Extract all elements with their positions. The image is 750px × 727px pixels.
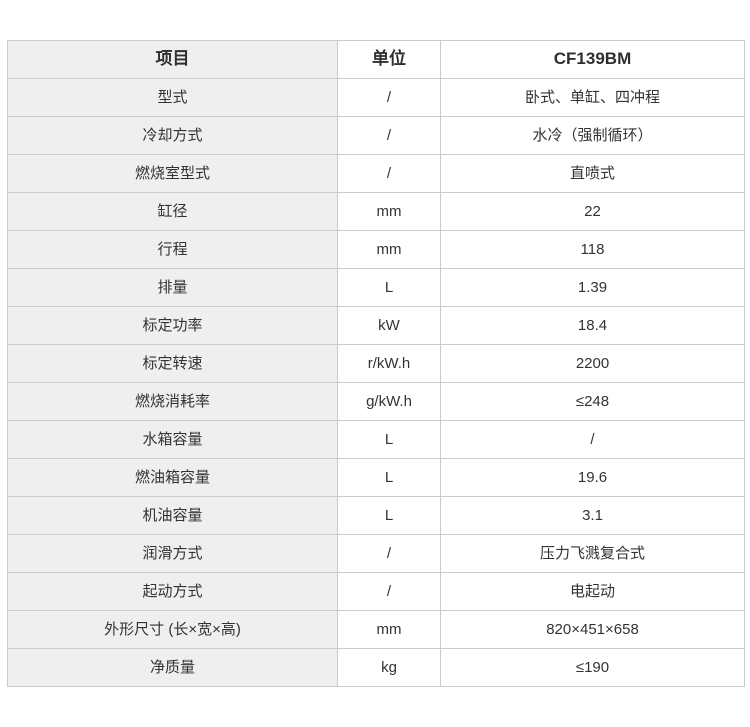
unit-cell: /: [337, 116, 441, 155]
unit-cell: L: [337, 496, 441, 535]
value-cell: 电起动: [440, 572, 745, 611]
item-cell: 起动方式: [7, 572, 338, 611]
value-cell: ≤190: [440, 648, 745, 687]
table-row: 润滑方式 / 压力飞溅复合式: [7, 534, 745, 573]
value-cell: 1.39: [440, 268, 745, 307]
table-row: 起动方式 / 电起动: [7, 572, 745, 611]
item-cell: 水箱容量: [7, 420, 338, 459]
unit-cell: /: [337, 534, 441, 573]
engine-spec-table: 项目 单位 CF139BM 型式 / 卧式、单缸、四冲程 冷却方式 / 水冷（强制循环）燃…: [7, 40, 745, 687]
item-cell: 行程: [7, 230, 338, 269]
value-cell: 3.1: [440, 496, 745, 535]
unit-cell: L: [337, 268, 441, 307]
item-cell: 燃烧消耗率: [7, 382, 338, 421]
item-cell: 外形尺寸 (长×宽×高): [7, 610, 338, 649]
header-item: 项目: [7, 40, 338, 79]
item-cell: 净质量: [7, 648, 338, 687]
value-cell: 18.4: [440, 306, 745, 345]
unit-cell: mm: [337, 192, 441, 231]
item-cell: 冷却方式: [7, 116, 338, 155]
item-cell: 型式: [7, 78, 338, 117]
item-cell: 机油容量: [7, 496, 338, 535]
unit-cell: /: [337, 78, 441, 117]
table-row: 净质量 kg ≤190: [7, 648, 745, 687]
value-cell: 118: [440, 230, 745, 269]
header-unit: 单位: [337, 40, 441, 79]
table-row: 燃烧消耗率 g/kW.h ≤248: [7, 382, 745, 421]
table-row: 标定功率 kW 18.4: [7, 306, 745, 345]
table-row: 冷却方式 / 水冷（强制循环）: [7, 116, 745, 155]
value-cell: 直喷式: [440, 154, 745, 193]
value-cell: 22: [440, 192, 745, 231]
table-row: 标定转速 r/kW.h 2200: [7, 344, 745, 383]
table-row: 缸径 mm 22: [7, 192, 745, 231]
unit-cell: kg: [337, 648, 441, 687]
value-cell: /: [440, 420, 745, 459]
value-cell: 2200: [440, 344, 745, 383]
table-row: 机油容量 L 3.1: [7, 496, 745, 535]
header-model: CF139BM: [440, 40, 745, 79]
unit-cell: L: [337, 458, 441, 497]
table-row: 燃烧室型式 / 直喷式: [7, 154, 745, 193]
item-cell: 标定转速: [7, 344, 338, 383]
unit-cell: g/kW.h: [337, 382, 441, 421]
unit-cell: mm: [337, 230, 441, 269]
value-cell: ≤248: [440, 382, 745, 421]
unit-cell: mm: [337, 610, 441, 649]
item-cell: 标定功率: [7, 306, 338, 345]
item-cell: 排量: [7, 268, 338, 307]
item-cell: 燃油箱容量: [7, 458, 338, 497]
item-cell: 缸径: [7, 192, 338, 231]
value-cell: 压力飞溅复合式: [440, 534, 745, 573]
unit-cell: /: [337, 154, 441, 193]
table-row: 行程 mm 118: [7, 230, 745, 269]
table-row: 型式 / 卧式、单缸、四冲程: [7, 78, 745, 117]
unit-cell: kW: [337, 306, 441, 345]
value-cell: 820×451×658: [440, 610, 745, 649]
value-cell: 19.6: [440, 458, 745, 497]
table-row: 水箱容量 L /: [7, 420, 745, 459]
table-body: 型式 / 卧式、单缸、四冲程 冷却方式 / 水冷（强制循环） 燃烧室型式 / 直喷式 缸径 mm 22…: [7, 78, 745, 687]
unit-cell: L: [337, 420, 441, 459]
value-cell: 水冷（强制循环）: [440, 116, 745, 155]
item-cell: 燃烧室型式: [7, 154, 338, 193]
table-row: 排量 L 1.39: [7, 268, 745, 307]
table-header-row: 项目 单位 CF139BM: [7, 40, 745, 79]
unit-cell: r/kW.h: [337, 344, 441, 383]
item-cell: 润滑方式: [7, 534, 338, 573]
unit-cell: /: [337, 572, 441, 611]
table-row: 外形尺寸 (长×宽×高) mm 820×451×658: [7, 610, 745, 649]
value-cell: 卧式、单缸、四冲程: [440, 78, 745, 117]
table-row: 燃油箱容量 L 19.6: [7, 458, 745, 497]
